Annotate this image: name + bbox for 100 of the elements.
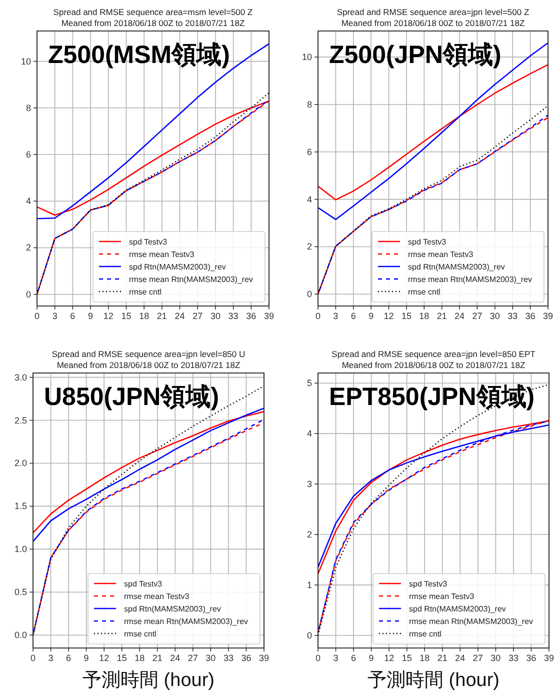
y-tick-label: 3 bbox=[306, 479, 312, 490]
x-tick-label: 24 bbox=[170, 653, 180, 663]
annotation: Z500(MSM領域) bbox=[48, 41, 230, 69]
legend-label: spd Testv3 bbox=[129, 238, 168, 246]
x-tick-label: 18 bbox=[420, 653, 430, 663]
line-series bbox=[317, 42, 549, 220]
y-tick-label: 10 bbox=[302, 52, 312, 62]
legend-label: spd Testv3 bbox=[409, 580, 448, 588]
x-tick-label: 9 bbox=[88, 311, 94, 321]
y-tick-label: 1.5 bbox=[14, 501, 27, 512]
chart-subtitle: Meaned from 2018/06/18 00Z to 2018/07/21 18Z bbox=[56, 360, 240, 370]
y-tick-label: 1 bbox=[306, 580, 312, 590]
legend-label: rmse mean Rtn(MAMSM2003)_rev bbox=[124, 617, 248, 626]
x-tick-label: 39 bbox=[264, 311, 274, 321]
x-tick-label: 33 bbox=[223, 653, 234, 663]
x-tick-label: 36 bbox=[526, 653, 536, 663]
y-tick-label: 2 bbox=[306, 242, 312, 252]
x-tick-label: 18 bbox=[419, 311, 430, 321]
chart-title: Spread and RMSE sequence area=jpn level=500 Z bbox=[336, 7, 530, 17]
x-tick-label: 27 bbox=[472, 653, 483, 663]
x-tick-label: 3 bbox=[333, 653, 338, 663]
x-tick-label: 18 bbox=[139, 311, 150, 321]
y-tick-label: 2 bbox=[306, 529, 312, 540]
x-tick-label: 30 bbox=[210, 311, 220, 321]
x-tick-label: 0 bbox=[34, 311, 40, 321]
legend-label: spd Rtn(MAMSM2003)_rev bbox=[129, 262, 226, 272]
x-tick-label: 6 bbox=[350, 311, 356, 321]
x-tick-label: 12 bbox=[384, 311, 394, 321]
x-tick-label: 6 bbox=[70, 311, 76, 321]
x-tick-label: 39 bbox=[544, 653, 554, 663]
x-tick-label: 0 bbox=[315, 311, 321, 321]
x-tick-label: 15 bbox=[401, 311, 412, 321]
x-tick-label: 12 bbox=[103, 311, 114, 321]
x-tick-label: 21 bbox=[437, 653, 448, 663]
x-tick-label: 33 bbox=[228, 311, 238, 321]
x-tick-label: 9 bbox=[84, 653, 89, 663]
x-tick-label: 36 bbox=[246, 311, 256, 321]
y-tick-label: 4 bbox=[306, 194, 312, 204]
y-tick-label: 2 bbox=[26, 242, 31, 253]
chart-title: Spread and RMSE sequence area=jpn level=850 U bbox=[52, 349, 246, 359]
y-tick-label: 0 bbox=[26, 289, 31, 300]
legend-label: rmse mean Testv3 bbox=[124, 592, 190, 601]
y-tick-label: 4 bbox=[306, 428, 312, 439]
y-tick-label: 4 bbox=[26, 196, 31, 206]
x-tick-label: 36 bbox=[241, 653, 252, 663]
annotation: Z500(JPN領域) bbox=[329, 41, 502, 69]
y-tick-label: 5 bbox=[306, 378, 312, 388]
y-tick-label: 10 bbox=[20, 56, 31, 66]
y-tick-label: 8 bbox=[26, 102, 31, 113]
x-tick-label: 27 bbox=[192, 311, 203, 321]
y-tick-label: 6 bbox=[26, 150, 31, 160]
legend-label: rmse mean Testv3 bbox=[408, 250, 474, 259]
line-series bbox=[36, 43, 270, 220]
x-tick-label: 24 bbox=[455, 653, 466, 663]
x-tick-label: 21 bbox=[436, 311, 447, 321]
x-tick-label: 12 bbox=[99, 653, 110, 663]
x-tick-label: 15 bbox=[402, 653, 412, 663]
y-tick-label: 3.0 bbox=[14, 372, 27, 382]
y-tick-label: 2.5 bbox=[14, 415, 27, 426]
x-tick-label: 6 bbox=[66, 653, 72, 663]
legend-label: rmse cntl bbox=[409, 630, 442, 638]
legend-label: rmse mean Testv3 bbox=[409, 592, 475, 601]
legend-label: rmse cntl bbox=[408, 288, 441, 296]
x-tick-label: 33 bbox=[508, 311, 518, 321]
legend-label: spd Rtn(MAMSM2003)_rev bbox=[124, 604, 221, 614]
x-tick-label: 33 bbox=[508, 653, 518, 663]
x-tick-label: 30 bbox=[490, 653, 501, 663]
x-tick-label: 6 bbox=[351, 653, 356, 663]
y-tick-label: 6 bbox=[306, 146, 312, 157]
y-tick-label: 0 bbox=[306, 289, 312, 300]
x-tick-label: 12 bbox=[384, 653, 394, 663]
x-tick-label: 21 bbox=[152, 653, 162, 663]
x-tick-label: 15 bbox=[116, 653, 127, 663]
x-tick-label: 9 bbox=[368, 311, 374, 321]
legend-label: rmse cntl bbox=[124, 630, 157, 638]
x-tick-label: 9 bbox=[368, 653, 374, 663]
x-tick-label: 24 bbox=[174, 311, 185, 321]
x-tick-label: 39 bbox=[258, 653, 270, 663]
line-series bbox=[317, 384, 550, 636]
legend-label: spd Testv3 bbox=[408, 238, 447, 246]
x-tick-label: 3 bbox=[52, 311, 58, 321]
legend-label: rmse cntl bbox=[129, 288, 162, 296]
x-tick-label: 27 bbox=[472, 311, 482, 321]
legend-label: rmse mean Rtn(MAMSM2003)_rev bbox=[129, 275, 254, 284]
x-tick-label: 21 bbox=[156, 311, 167, 321]
chart-subtitle: Meaned from 2018/06/18 00Z to 2018/07/21 18Z bbox=[341, 18, 525, 28]
x-tick-label: 36 bbox=[525, 311, 536, 321]
x-tick-label: 0 bbox=[315, 653, 321, 663]
legend-label: spd Rtn(MAMSM2003)_rev bbox=[409, 604, 506, 614]
chart-subtitle: Meaned from 2018/06/18 00Z to 2018/07/21 18Z bbox=[61, 18, 245, 28]
x-tick-label: 3 bbox=[48, 653, 54, 663]
chart-title: Spread and RMSE sequence area=msm level=500 Z bbox=[53, 7, 253, 17]
legend-label: rmse mean Rtn(MAMSM2003)_rev bbox=[409, 617, 534, 626]
x-axis-title: 予測時間 (hour) bbox=[368, 670, 500, 691]
y-tick-label: 0.5 bbox=[14, 587, 27, 598]
y-tick-label: 0.0 bbox=[14, 630, 27, 640]
chart-title: Spread and RMSE sequence area=jpn level=850 EPT bbox=[332, 349, 536, 359]
x-tick-label: 30 bbox=[490, 311, 500, 321]
y-tick-label: 2.0 bbox=[14, 458, 27, 468]
x-tick-label: 30 bbox=[206, 653, 216, 663]
